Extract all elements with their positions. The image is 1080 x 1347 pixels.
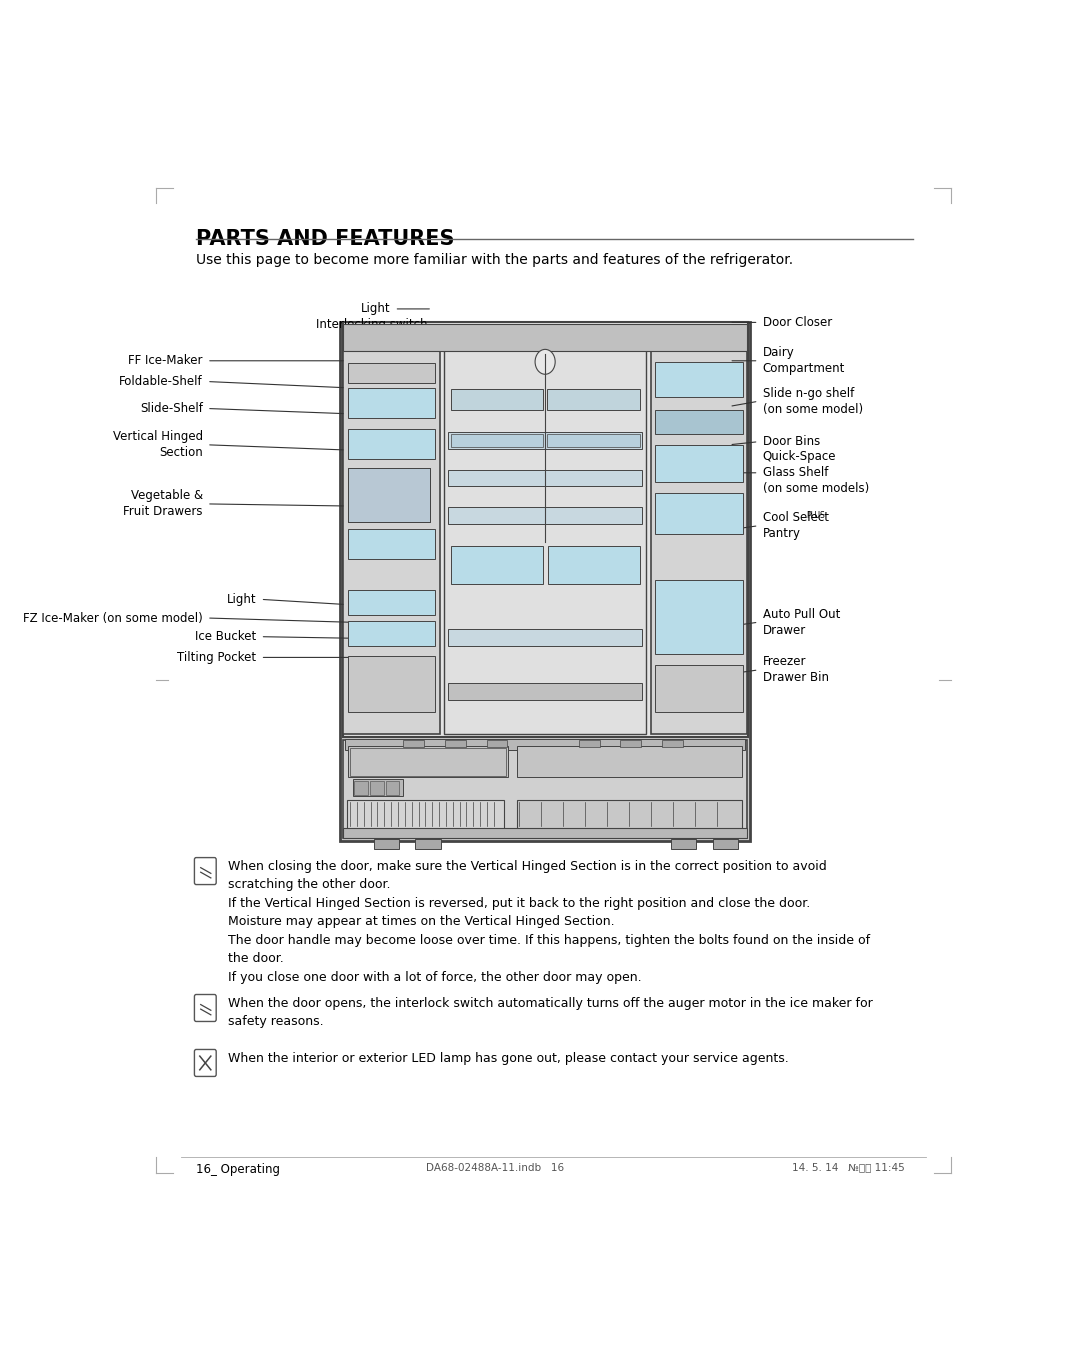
Text: Light: Light xyxy=(227,593,256,606)
Text: Auto Pull Out
Drawer: Auto Pull Out Drawer xyxy=(762,607,840,637)
Bar xyxy=(516,800,742,828)
Circle shape xyxy=(535,349,555,374)
Bar xyxy=(352,779,403,796)
Bar xyxy=(548,547,639,583)
Bar xyxy=(486,741,508,746)
Bar xyxy=(448,506,643,524)
FancyBboxPatch shape xyxy=(194,1049,216,1076)
Bar xyxy=(450,547,542,583)
Bar xyxy=(654,445,743,482)
FancyBboxPatch shape xyxy=(194,858,216,885)
Text: DA68-02488A-11.indb   16: DA68-02488A-11.indb 16 xyxy=(426,1162,564,1172)
Text: Ice Bucket: Ice Bucket xyxy=(195,630,256,643)
Bar xyxy=(713,839,738,850)
Bar xyxy=(343,326,440,734)
Text: Door Closer: Door Closer xyxy=(762,317,832,329)
Bar xyxy=(650,326,747,734)
Bar xyxy=(347,800,504,828)
Text: Tilting Pocket: Tilting Pocket xyxy=(177,651,256,664)
Text: FF Ice-Maker: FF Ice-Maker xyxy=(129,354,203,368)
Bar xyxy=(348,590,435,614)
Text: Vertical Hinged
Section: Vertical Hinged Section xyxy=(112,430,203,459)
Bar xyxy=(343,325,747,352)
Bar xyxy=(654,664,743,713)
Bar xyxy=(348,362,435,383)
Text: Freezer
Drawer Bin: Freezer Drawer Bin xyxy=(762,656,828,684)
Text: When the door opens, the interlock switch automatically turns off the auger moto: When the door opens, the interlock switc… xyxy=(228,997,873,1028)
Bar xyxy=(654,579,743,655)
Bar xyxy=(444,326,647,734)
Text: Quick-Space
Glass Shelf
(on some models): Quick-Space Glass Shelf (on some models) xyxy=(762,450,869,496)
Bar xyxy=(620,741,642,746)
Bar xyxy=(348,529,435,559)
Bar xyxy=(343,827,747,838)
Bar xyxy=(448,432,643,449)
Bar xyxy=(348,656,435,713)
Bar xyxy=(416,839,441,850)
Bar xyxy=(662,741,684,746)
Bar xyxy=(403,741,423,746)
Text: 16_ Operating: 16_ Operating xyxy=(197,1162,280,1176)
Bar xyxy=(349,746,508,777)
Bar xyxy=(340,322,751,841)
Bar xyxy=(370,781,383,795)
Bar xyxy=(348,388,435,418)
Bar xyxy=(374,839,399,850)
Bar xyxy=(654,409,743,435)
Bar xyxy=(516,746,742,777)
Text: PARTS AND FEATURES: PARTS AND FEATURES xyxy=(197,229,455,249)
Bar xyxy=(349,467,430,521)
Text: Foldable-Shelf: Foldable-Shelf xyxy=(119,374,203,388)
Bar xyxy=(450,389,543,409)
Bar xyxy=(342,322,747,737)
Text: Dairy
Compartment: Dairy Compartment xyxy=(762,346,846,376)
Text: Light: Light xyxy=(361,303,390,315)
Bar xyxy=(348,430,435,459)
Bar xyxy=(350,748,505,776)
Bar xyxy=(448,470,643,486)
Text: Slide-Shelf: Slide-Shelf xyxy=(140,401,203,415)
Bar xyxy=(671,839,696,850)
Text: When the interior or exterior LED lamp has gone out, please contact your service: When the interior or exterior LED lamp h… xyxy=(228,1052,788,1064)
Bar xyxy=(450,435,543,447)
Text: FZ Ice-Maker (on some model): FZ Ice-Maker (on some model) xyxy=(23,612,203,625)
Bar xyxy=(343,741,747,838)
FancyBboxPatch shape xyxy=(194,994,216,1021)
Text: PLUS: PLUS xyxy=(807,511,825,520)
Text: 14. 5. 14   №오후 11:45: 14. 5. 14 №오후 11:45 xyxy=(793,1162,905,1172)
Bar xyxy=(546,435,639,447)
Text: Use this page to become more familiar with the parts and features of the refrige: Use this page to become more familiar wi… xyxy=(197,253,793,267)
Text: Vegetable &
Fruit Drawers: Vegetable & Fruit Drawers xyxy=(123,489,203,519)
Bar xyxy=(579,741,599,746)
Text: When closing the door, make sure the Vertical Hinged Section is in the correct p: When closing the door, make sure the Ver… xyxy=(228,859,870,983)
Bar xyxy=(448,683,643,700)
Text: Cool Select
Pantry: Cool Select Pantry xyxy=(762,512,828,540)
Bar xyxy=(546,389,639,409)
Bar xyxy=(654,493,743,533)
Bar xyxy=(348,621,435,647)
Bar xyxy=(346,740,745,750)
Bar xyxy=(349,467,430,521)
Bar xyxy=(654,362,743,397)
Bar xyxy=(448,629,643,647)
Bar xyxy=(354,781,367,795)
Text: Slide n-go shelf
(on some model): Slide n-go shelf (on some model) xyxy=(762,387,863,416)
Bar xyxy=(387,781,400,795)
Text: Interlocking switch: Interlocking switch xyxy=(316,318,428,331)
Bar xyxy=(445,741,465,746)
Text: Door Bins: Door Bins xyxy=(762,435,820,449)
